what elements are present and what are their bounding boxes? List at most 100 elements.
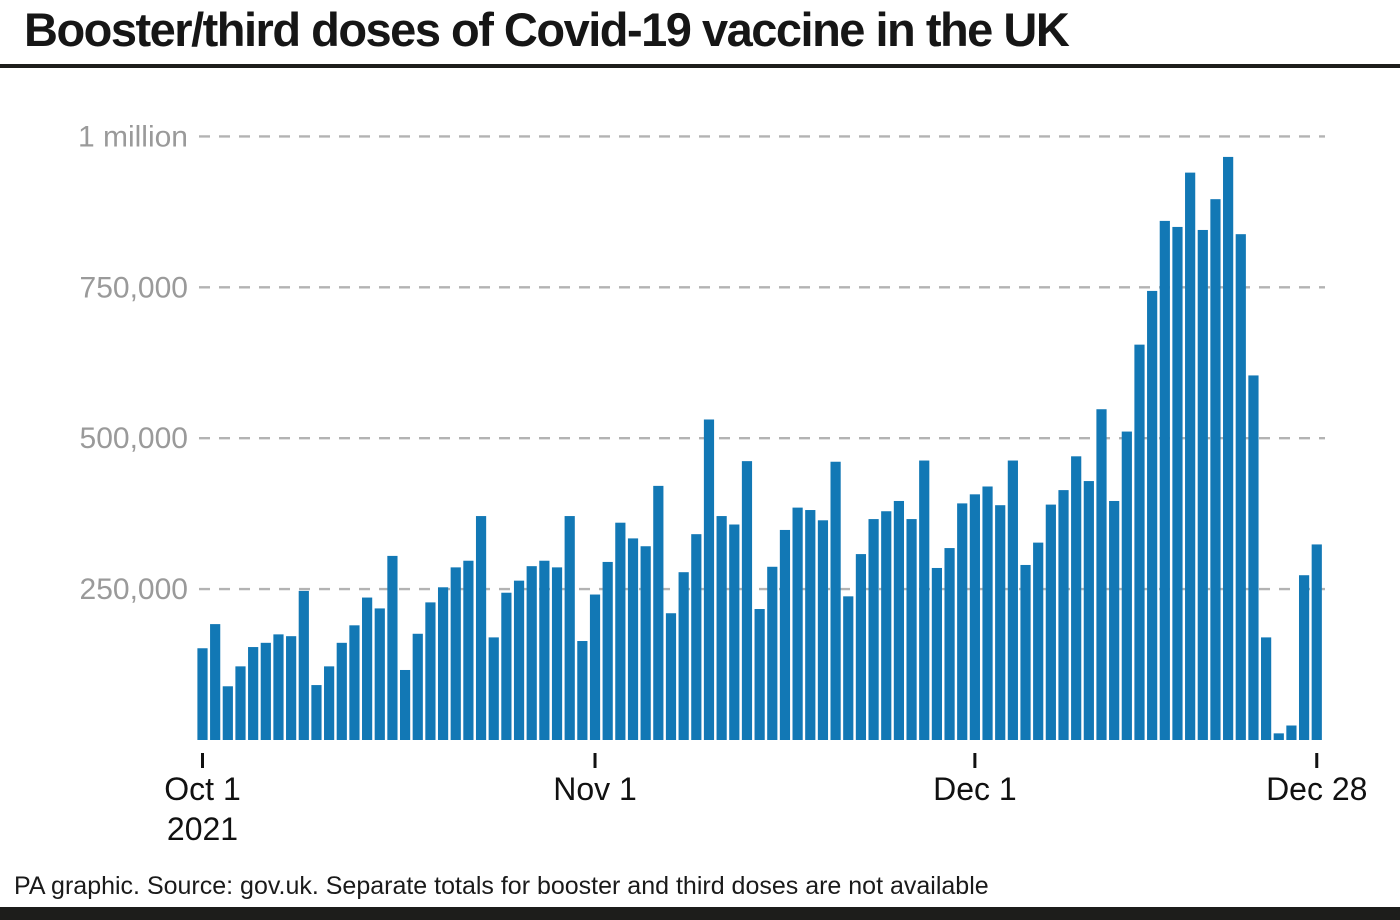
x-axis-sublabel: 2021 [167,811,238,847]
bar [792,507,803,740]
bar [931,567,942,740]
bar [1083,481,1094,740]
bar [1033,542,1044,740]
bar [1248,375,1259,740]
bar [1197,229,1208,740]
x-axis-tick [973,753,977,768]
x-axis-tick [201,753,204,768]
title-divider-rule [0,64,1400,68]
bar [691,534,702,740]
bar [969,494,980,740]
bar [197,648,208,740]
bar [640,546,651,740]
bar [1286,725,1297,740]
bar [893,500,905,740]
bar [336,642,347,740]
bar [425,602,436,740]
bar [399,669,411,740]
bar [602,561,613,740]
bar [1159,220,1170,740]
bar [589,594,601,740]
bar [1147,290,1158,740]
bar [1210,199,1221,741]
bar [627,538,639,740]
bar [1007,460,1018,740]
bar [995,505,1006,740]
bar [653,485,664,740]
bar [374,608,385,740]
bar [805,510,816,740]
bar [1096,409,1107,740]
x-axis-tick [1315,753,1319,768]
bar [919,460,930,740]
bar [1235,234,1246,740]
bar [729,524,740,740]
bar [944,548,955,740]
bar [1045,504,1056,740]
bar [754,609,765,740]
y-axis-label: 250,000 [80,573,188,606]
bar [564,516,575,740]
bar [716,516,727,740]
y-axis-label: 750,000 [80,271,188,304]
bar [387,555,398,740]
x-axis-label: Oct 1 [164,771,240,807]
y-axis-label: 500,000 [80,422,188,455]
bar [1261,637,1272,740]
bar [526,566,537,740]
bar [1172,226,1183,740]
bar [539,560,550,740]
x-axis-label: Dec 1 [933,771,1017,807]
bar [362,597,373,740]
bar [678,572,689,740]
bar [298,590,309,740]
bar [957,503,968,740]
x-axis-label: Nov 1 [553,771,637,807]
y-axis-label: 1 million [78,120,188,153]
bar [349,625,360,740]
bar [475,516,487,740]
bar [703,419,715,740]
bar [1223,156,1234,741]
bar [1273,733,1284,740]
bar [273,634,284,740]
bottom-rule [0,907,1400,920]
bar [488,637,499,740]
bar [665,613,677,740]
bar [577,641,588,740]
bar [412,633,423,740]
bar [881,511,892,740]
bar [1311,544,1322,740]
bar [906,519,917,740]
bar [324,666,335,740]
bar [248,647,259,740]
bar [843,596,854,740]
bar [982,486,993,740]
bar [855,554,867,740]
bar [1071,456,1082,740]
bar [1121,431,1132,740]
bar [1298,575,1310,740]
bar [513,580,525,740]
bar [311,685,322,740]
bar [817,520,829,740]
bar [210,624,221,740]
x-axis-label: Dec 28 [1266,771,1367,807]
bar [1109,500,1120,740]
bar [1058,490,1069,740]
bar [868,519,879,740]
bar [1134,344,1145,740]
bar [779,529,791,740]
bar [1020,564,1031,740]
bar [222,686,233,740]
bar [463,560,474,740]
bar [741,461,753,740]
bar [830,461,841,740]
bar [437,587,449,740]
bar [260,642,271,740]
chart-title: Booster/third doses of Covid-19 vaccine … [24,3,1070,56]
bar [551,567,563,740]
bar [1185,172,1196,740]
